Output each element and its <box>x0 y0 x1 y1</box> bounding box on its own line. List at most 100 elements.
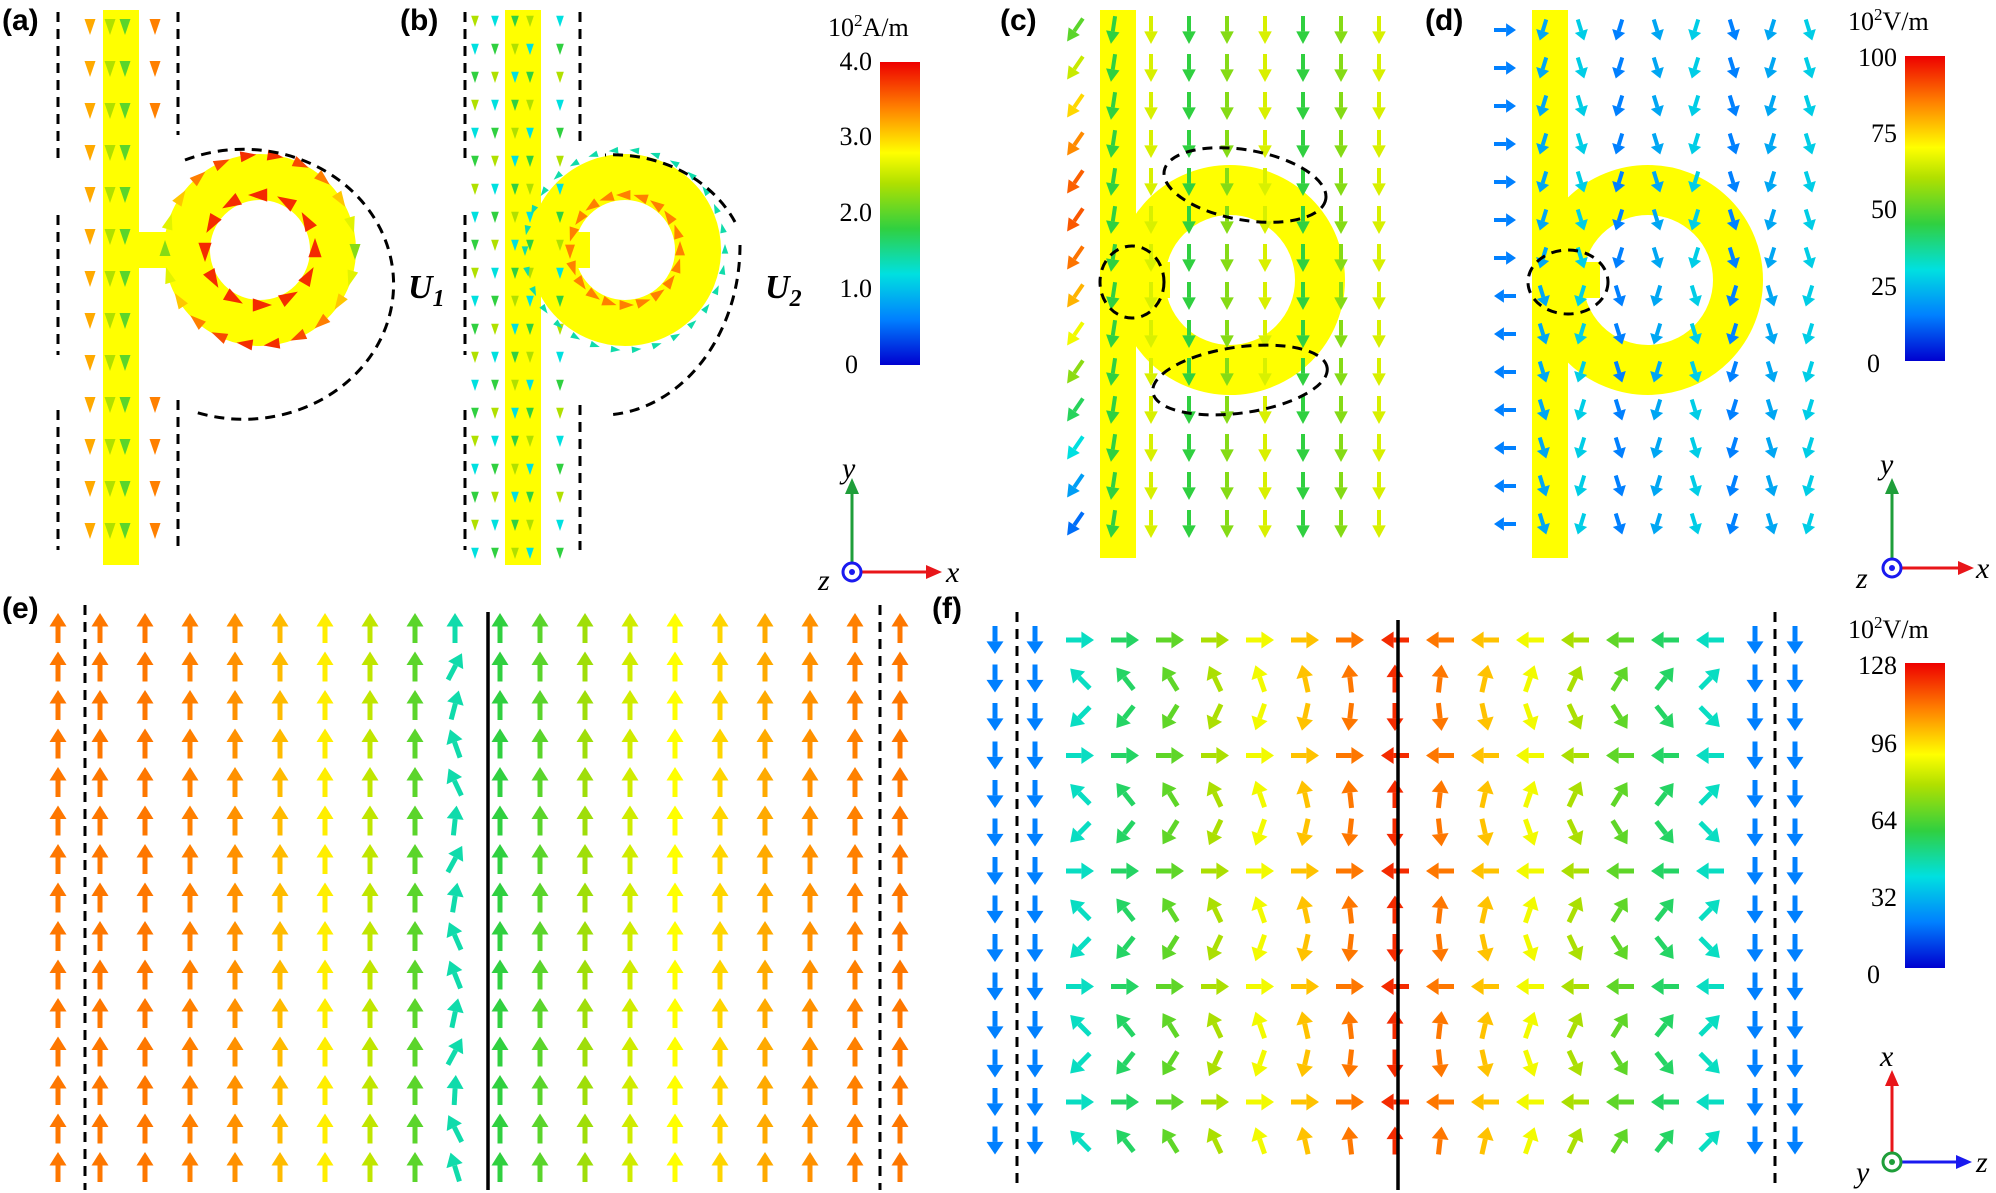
current-arrow <box>556 267 564 279</box>
field-arrow-head <box>1220 31 1234 44</box>
field-arrow <box>1698 675 1713 691</box>
field-arrow-head <box>271 1152 289 1166</box>
field-arrow-head <box>1786 795 1804 808</box>
field-arrow-head <box>491 882 509 896</box>
field-arrow-head <box>531 728 549 742</box>
current-arrow <box>149 61 161 77</box>
field-arrow-head <box>1574 447 1588 459</box>
field-arrow-head <box>846 921 864 935</box>
panel-label-f: (f) <box>932 592 962 625</box>
axis-z-label: z <box>1855 562 1868 595</box>
current-arrow <box>206 212 222 233</box>
field-arrow <box>1122 1137 1136 1154</box>
field-arrow-head <box>1494 517 1504 531</box>
field-arrow-head <box>711 998 729 1012</box>
field-arrow <box>1347 1049 1355 1066</box>
field-arrow-head <box>1067 521 1080 536</box>
field-arrow-head <box>1659 1013 1674 1030</box>
field-arrow-head <box>1802 105 1816 117</box>
field-arrow-head <box>1651 978 1664 995</box>
current-arrow <box>471 183 479 195</box>
field-arrow-head <box>316 1152 334 1166</box>
field-arrow <box>445 664 458 681</box>
field-arrow-head <box>1606 1093 1619 1111</box>
field-arrow-head <box>1116 782 1131 799</box>
field-arrow-head <box>1650 143 1664 155</box>
field-arrow-head <box>1341 664 1359 679</box>
field-arrow <box>445 856 458 874</box>
field-arrow-head <box>181 998 199 1012</box>
field-arrow-head <box>1206 896 1223 912</box>
field-arrows-f <box>986 626 1804 1155</box>
field-arrow <box>1212 818 1224 835</box>
field-arrow-head <box>1612 333 1626 345</box>
field-arrow-head <box>1688 371 1702 383</box>
current-arrow <box>711 285 719 296</box>
field-arrow-head <box>1650 523 1664 535</box>
field-arrow-head <box>91 921 109 935</box>
field-arrow-head <box>1116 828 1131 844</box>
field-arrow-head <box>1070 1130 1086 1146</box>
field-arrow-head <box>316 959 334 973</box>
current-arrow <box>511 99 519 111</box>
current-arrow <box>119 229 131 245</box>
field-arrow-head <box>801 805 819 819</box>
field-arrow-head <box>1522 1062 1539 1077</box>
field-arrow-head <box>1431 717 1449 731</box>
field-arrow-head <box>1567 665 1584 681</box>
field-arrow-head <box>1296 947 1313 962</box>
field-arrow-head <box>271 1075 289 1089</box>
axis-x-label: x <box>1975 552 1990 585</box>
field-arrow-head <box>361 613 379 627</box>
field-arrow <box>1610 819 1623 836</box>
field-arrow <box>1167 906 1180 923</box>
field-arrow-head <box>1144 145 1158 158</box>
field-arrow-head <box>891 805 909 819</box>
field-arrow <box>1803 56 1812 70</box>
field-arrow-head <box>1704 1058 1720 1074</box>
field-arrow-head <box>1764 105 1778 117</box>
field-arrow-head <box>136 767 154 781</box>
field-arrow-head <box>1613 666 1628 682</box>
field-arrow-head <box>406 998 424 1012</box>
field-arrow <box>1122 935 1136 951</box>
field-arrow-head <box>316 613 334 627</box>
field-arrow <box>1698 820 1713 836</box>
field-arrow <box>1613 512 1622 526</box>
colorbar-current-tick: 0 <box>845 350 858 379</box>
current-arrow <box>556 99 564 111</box>
field-arrow-head <box>181 959 199 973</box>
current-arrow <box>190 315 206 330</box>
field-arrow-head <box>1372 259 1386 272</box>
current-arrow <box>471 15 479 27</box>
field-arrow-head <box>576 1113 594 1127</box>
colorbar-efield-cd-tick: 100 <box>1858 43 1897 72</box>
field-arrow-head <box>361 1036 379 1050</box>
field-arrow-head <box>1070 1015 1086 1030</box>
field-arrow-head <box>1251 1127 1268 1142</box>
field-arrow-head <box>181 1152 199 1166</box>
current-arrow <box>701 303 710 314</box>
field-arrow <box>1212 907 1224 924</box>
field-arrow-head <box>891 1152 909 1166</box>
field-arrow-head <box>1688 105 1702 117</box>
efield-arrows-d <box>1494 18 1816 535</box>
field-arrow-head <box>446 1152 463 1169</box>
field-arrow-head <box>1659 1059 1674 1075</box>
current-arrow <box>511 15 519 27</box>
field-arrow <box>1727 56 1736 70</box>
field-arrow <box>1765 360 1774 374</box>
field-arrow-head <box>1431 832 1449 847</box>
field-arrow <box>1730 360 1739 374</box>
colorbar-efield-cd-tick: 50 <box>1871 195 1897 224</box>
field-arrow-head <box>361 767 379 781</box>
field-arrow-head <box>491 959 509 973</box>
field-arrow-head <box>1650 409 1664 421</box>
field-arrow-head <box>1334 259 1348 272</box>
field-arrow-head <box>846 805 864 819</box>
field-arrow-head <box>1351 978 1364 995</box>
field-arrow-head <box>136 921 154 935</box>
panel-label-e: (e) <box>2 592 39 625</box>
field-arrow-head <box>1334 221 1348 234</box>
field-arrow <box>1610 934 1623 951</box>
